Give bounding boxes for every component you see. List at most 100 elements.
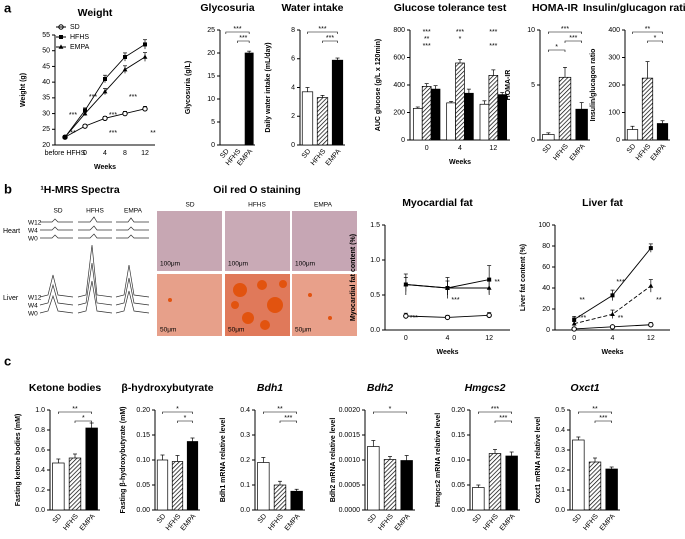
- y-tick-label: 10: [527, 27, 535, 34]
- spectra-traces: [39, 216, 150, 314]
- week-label: W4: [28, 228, 38, 235]
- bar: [421, 86, 432, 141]
- y-tick-label: 0.05: [451, 482, 465, 489]
- bar: [605, 468, 618, 511]
- sig-label: ***: [109, 130, 117, 137]
- sig-bracket: [279, 420, 297, 423]
- sig-label: **: [424, 36, 430, 43]
- x-tick-label: SD: [626, 143, 638, 155]
- x-tick-label: SD: [219, 148, 231, 160]
- x-tick-label: EMPA: [569, 143, 587, 163]
- marker: [123, 55, 127, 59]
- sig-bracket: [548, 49, 566, 52]
- x-tick-label: 12: [647, 335, 655, 342]
- x-tick-label: 0: [404, 335, 408, 342]
- marker: [610, 311, 615, 317]
- chart-title: Insulin/glucagon ratio: [583, 2, 685, 14]
- chart-title: Bdh1: [257, 382, 283, 394]
- spectra-row: Heart: [3, 228, 20, 235]
- spectra-column: HFHS: [86, 208, 104, 215]
- x-tick-label: EMPA: [599, 513, 617, 533]
- staining-title: Oil red O staining: [213, 184, 301, 196]
- sig-label: ***: [69, 112, 77, 119]
- y-tick-label: 0.0: [555, 507, 565, 514]
- y-tick-label: 0.20: [136, 407, 150, 414]
- spectra-column: SD: [53, 208, 62, 215]
- sig-label: ***: [129, 94, 137, 101]
- sig-label: ***: [239, 35, 247, 42]
- bar: [316, 97, 329, 146]
- x-tick-label: HFHS: [62, 513, 80, 532]
- scale-bar: 100μm: [228, 261, 248, 268]
- sig-bracket: [177, 420, 193, 423]
- sig-bracket: [307, 31, 338, 34]
- y-tick-label: 35: [42, 95, 50, 102]
- sig-bracket: [225, 31, 250, 34]
- sig-label: *: [176, 406, 179, 413]
- spectra-row: Liver: [3, 295, 19, 302]
- sig-label: **: [494, 279, 500, 286]
- x-tick-label: SD: [542, 143, 554, 155]
- y-tick-label: 0.4: [555, 427, 565, 434]
- marker: [486, 312, 492, 318]
- y-tick-label: 100: [538, 222, 550, 229]
- y-tick-label: 0.10: [451, 457, 465, 464]
- y-tick-label: 200: [608, 82, 620, 89]
- marker: [403, 313, 409, 319]
- x-tick-label: 12: [485, 335, 493, 342]
- week-label: W0: [28, 311, 38, 318]
- sig-label: *: [555, 44, 558, 51]
- y-tick-label: 0: [616, 137, 620, 144]
- y-tick-label: 0.1: [240, 482, 250, 489]
- marker: [143, 42, 147, 47]
- y-tick-label: 30: [42, 110, 50, 117]
- x-tick-label: SD: [301, 148, 313, 160]
- y-tick-label: 0.1: [555, 487, 565, 494]
- y-tick-label: 0.00: [451, 507, 465, 514]
- y-tick-label: 0.00: [136, 507, 150, 514]
- bar: [488, 75, 499, 141]
- y-tick-label: 800: [393, 27, 405, 34]
- y-axis-label: Glycosuria (g/L): [185, 61, 192, 114]
- marker: [62, 134, 68, 139]
- x-tick-label: EMPA: [284, 513, 302, 533]
- bar: [257, 462, 270, 511]
- y-tick-label: 0: [546, 327, 550, 334]
- x-tick-label: 4: [446, 335, 450, 342]
- y-axis-label: Liver fat content (%): [520, 244, 527, 311]
- sig-bracket: [162, 411, 193, 414]
- panel-label: c: [4, 353, 11, 368]
- x-tick-label: 0: [425, 145, 429, 152]
- y-axis-label: Insulin/glucagon ratio: [590, 49, 597, 122]
- y-tick-label: 0.05: [136, 482, 150, 489]
- marker: [82, 110, 88, 116]
- sig-label: ***: [456, 29, 464, 36]
- chart-title: Liver fat: [582, 197, 623, 209]
- sig-bracket: [578, 411, 612, 414]
- sig-bracket: [58, 411, 92, 414]
- x-tick-label: SD: [52, 513, 64, 525]
- x-tick-label: HFHS: [582, 513, 600, 532]
- bar: [542, 134, 555, 141]
- sig-label: ***: [451, 297, 459, 304]
- x-tick-label: EMPA: [499, 513, 517, 533]
- sig-label: ***: [233, 26, 241, 33]
- sig-label: ***: [599, 415, 607, 422]
- sig-label: ***: [423, 43, 431, 50]
- sig-label: ***: [423, 29, 431, 36]
- sig-label: ***: [318, 26, 326, 33]
- sig-label: ***: [89, 94, 97, 101]
- y-axis-label: Oxct1 mRNA relative level: [535, 417, 542, 504]
- y-axis-label: Myocardial fat content (%): [350, 234, 357, 321]
- sig-label: ***: [499, 415, 507, 422]
- y-tick-label: 20: [207, 50, 215, 57]
- y-tick-label: 0.2: [35, 487, 45, 494]
- sig-label: ***: [616, 279, 624, 286]
- y-tick-label: 0.0015: [339, 432, 361, 439]
- y-tick-label: 0.6: [35, 447, 45, 454]
- x-tick-label: 12: [489, 145, 497, 152]
- bar: [588, 461, 602, 511]
- chart-title: Bdh2: [367, 382, 393, 394]
- sig-label: ***: [561, 26, 569, 33]
- sig-label: ***: [489, 43, 497, 50]
